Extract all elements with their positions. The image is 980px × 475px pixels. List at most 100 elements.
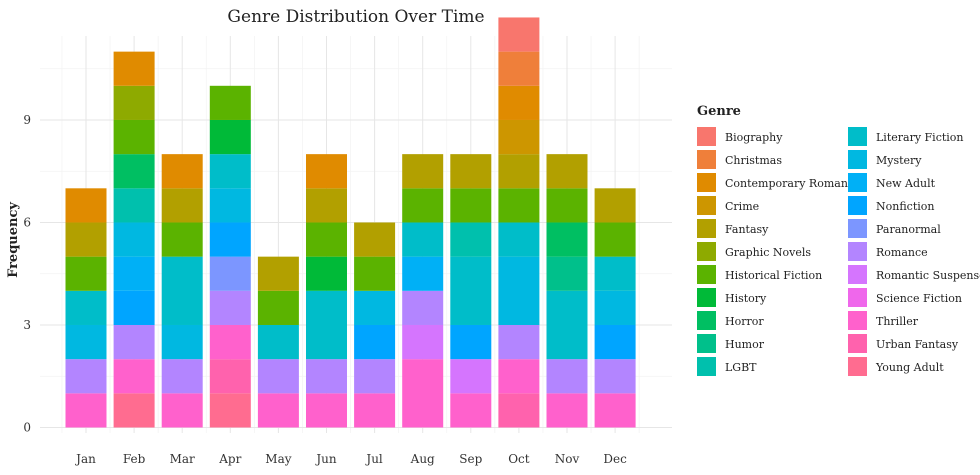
bar-segment	[113, 85, 155, 120]
bar-segment	[161, 393, 203, 428]
bar-segment	[402, 188, 444, 223]
bar-segment	[450, 324, 492, 360]
bar-segment	[546, 154, 588, 189]
bar-segment	[594, 256, 636, 291]
bar-segment	[161, 324, 203, 360]
x-tick-label: Jan	[74, 452, 96, 466]
bar-segment	[209, 85, 251, 120]
bar-segment	[113, 359, 155, 394]
bar-segment	[498, 85, 540, 120]
bar-segment	[498, 359, 540, 394]
bar-segment	[209, 188, 251, 223]
bar-segment	[450, 256, 492, 325]
x-axis-ticks: Jan Feb Mar Apr May Jun Jul Aug Sep Oct Nov Dec	[74, 452, 627, 466]
bar-segment	[354, 393, 396, 428]
bar-segment	[113, 119, 155, 155]
legend-key	[848, 196, 867, 215]
legend-key	[697, 173, 716, 192]
legend-key	[848, 127, 867, 146]
bar-segment	[450, 393, 492, 428]
bar-segment	[546, 256, 588, 291]
bar-segment	[594, 290, 636, 325]
legend-label: Christmas	[725, 154, 782, 167]
bar-segment	[450, 222, 492, 257]
bar-segment	[257, 324, 299, 360]
legend-label: Urban Fantasy	[876, 338, 959, 351]
bar-segment	[257, 290, 299, 325]
bar-segment	[257, 256, 299, 291]
bar-segment	[209, 324, 251, 360]
y-axis-title: Frequency	[6, 202, 21, 278]
bar-segment	[402, 256, 444, 291]
legend-label: Romance	[876, 246, 928, 259]
bar-segment	[65, 188, 107, 223]
y-tick-label: 6	[23, 215, 31, 229]
x-tick-label: Dec	[603, 452, 627, 466]
x-tick-label: Mar	[170, 452, 195, 466]
bar-segment	[161, 256, 203, 325]
bar-segment	[498, 51, 540, 86]
bar-segment	[498, 119, 540, 155]
bar-segment	[209, 256, 251, 291]
legend-key	[697, 288, 716, 307]
bar-segment	[306, 290, 347, 360]
legend-label: Fantasy	[725, 223, 769, 236]
bar-segment	[209, 154, 251, 189]
bar-segment	[402, 359, 444, 428]
bar-segment	[354, 256, 396, 291]
bar-segment	[257, 359, 299, 394]
bar-segment	[113, 51, 155, 86]
legend-label: Biography	[725, 131, 783, 144]
legend: Genre Biography Christmas Contemporary Rom…	[697, 104, 980, 376]
legend-key	[848, 219, 867, 238]
bar-segment	[209, 119, 251, 155]
legend-key	[848, 150, 867, 169]
legend-label: Young Adult	[875, 361, 944, 374]
legend-label: Historical Fiction	[725, 269, 822, 282]
bar-segment	[65, 290, 107, 325]
bar-segment	[161, 188, 203, 223]
bar-segment	[306, 154, 347, 189]
bar-segment	[65, 359, 107, 394]
y-axis-ticks: 0 3 6 9	[23, 113, 31, 435]
chart-title: Genre Distribution Over Time	[227, 7, 484, 27]
y-tick-label: 9	[23, 113, 31, 127]
x-tick-label: Nov	[555, 452, 580, 466]
bar-segment	[594, 359, 636, 394]
legend-key	[697, 242, 716, 261]
bar-segment	[65, 256, 107, 291]
legend-key	[848, 357, 867, 376]
bar-segment	[450, 188, 492, 223]
bar-segment	[450, 359, 492, 394]
bar-segment	[306, 393, 347, 428]
bar-segment	[498, 324, 540, 360]
bar-segment	[546, 290, 588, 360]
bar-segment	[594, 222, 636, 257]
bar-segment	[209, 393, 251, 428]
bar-segment	[354, 324, 396, 360]
legend-label: Romantic Suspense	[876, 269, 980, 282]
bars	[65, 17, 636, 428]
legend-key	[697, 265, 716, 284]
bar-segment	[161, 154, 203, 189]
bar-segment	[498, 222, 540, 257]
legend-label: Contemporary Romance	[725, 177, 861, 190]
legend-label: Crime	[725, 200, 759, 213]
legend-label: Paranormal	[876, 223, 941, 236]
legend-key	[697, 150, 716, 169]
legend-key	[848, 288, 867, 307]
bar-segment	[161, 222, 203, 257]
legend-label: Thriller	[876, 315, 919, 328]
legend-key	[848, 265, 867, 284]
bar-segment	[402, 324, 444, 360]
legend-key	[848, 334, 867, 353]
bar-segment	[306, 222, 347, 257]
x-tick-label: May	[265, 452, 291, 466]
bar-segment	[354, 359, 396, 394]
bar-segment	[546, 359, 588, 394]
bar-segment	[354, 222, 396, 257]
legend-label: Literary Fiction	[876, 131, 964, 144]
x-tick-label: Apr	[218, 452, 241, 466]
bar-segment	[65, 393, 107, 428]
